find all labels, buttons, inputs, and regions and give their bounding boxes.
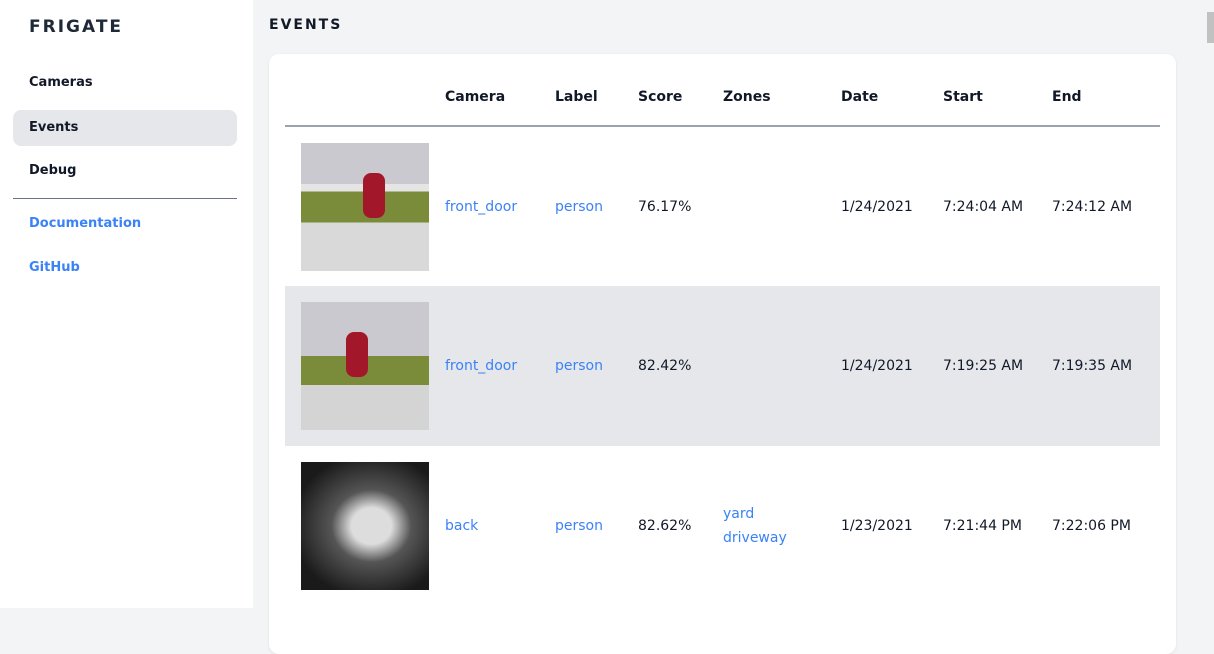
- sidebar-item-events[interactable]: Events: [13, 110, 237, 146]
- sidebar-divider: [13, 198, 237, 199]
- header-score: Score: [638, 54, 723, 127]
- label-link[interactable]: person: [555, 518, 603, 534]
- score: 82.62%: [638, 518, 692, 534]
- sidebar-item-cameras[interactable]: Cameras: [29, 75, 93, 90]
- table-row[interactable]: front_door person 82.42% 1/24/2021 7:19:…: [285, 286, 1160, 446]
- events-table: Camera Label Score Zones Date Start End …: [285, 54, 1160, 606]
- header-thumbnail: [285, 54, 445, 127]
- zones: yard driveway: [723, 446, 841, 606]
- camera-link[interactable]: front_door: [445, 198, 518, 215]
- table-header: Camera Label Score Zones Date Start End: [285, 54, 1160, 127]
- event-thumbnail[interactable]: [301, 142, 429, 271]
- date: 1/24/2021: [841, 198, 913, 215]
- start-time: 7:24:04 AM: [943, 198, 1024, 215]
- table-row[interactable]: front_door person 76.17% 1/24/2021 7:24:…: [285, 126, 1160, 286]
- start-time: 7:19:25 AM: [943, 286, 1052, 446]
- camera-link[interactable]: back: [445, 518, 479, 534]
- scrollbar-thumb[interactable]: [1207, 12, 1214, 43]
- end-time: 7:22:06 PM: [1052, 518, 1131, 534]
- zone-link[interactable]: yard: [723, 506, 755, 522]
- label-link[interactable]: person: [555, 198, 603, 215]
- table-row[interactable]: back person 82.62% yard driveway 1/23/20…: [285, 446, 1160, 606]
- label-link[interactable]: person: [555, 358, 603, 374]
- link-documentation[interactable]: Documentation: [29, 216, 142, 231]
- date: 1/23/2021: [841, 518, 913, 534]
- header-zones: Zones: [723, 54, 841, 127]
- start-time: 7:21:44 PM: [943, 518, 1022, 534]
- zone-link[interactable]: driveway: [723, 530, 787, 546]
- end-time: 7:19:35 AM: [1052, 286, 1160, 446]
- end-time: 7:24:12 AM: [1052, 198, 1133, 215]
- zones: [723, 286, 841, 446]
- scrollbar[interactable]: [1200, 0, 1214, 608]
- header-date: Date: [841, 54, 943, 127]
- link-github[interactable]: GitHub: [29, 260, 80, 275]
- brand-logo: FRIGATE: [29, 17, 124, 37]
- date: 1/24/2021: [841, 286, 943, 446]
- header-label: Label: [555, 54, 638, 127]
- page-title: EVENTS: [269, 17, 343, 33]
- score: 76.17%: [638, 198, 692, 215]
- camera-link[interactable]: front_door: [445, 358, 518, 374]
- header-end: End: [1052, 54, 1160, 127]
- zones: [723, 126, 841, 286]
- header-start: Start: [943, 54, 1052, 127]
- score: 82.42%: [638, 286, 723, 446]
- sidebar-item-debug[interactable]: Debug: [29, 163, 77, 178]
- event-thumbnail[interactable]: [301, 302, 429, 430]
- events-card: Camera Label Score Zones Date Start End …: [269, 54, 1176, 654]
- header-camera: Camera: [445, 54, 555, 127]
- sidebar: FRIGATE Cameras Events Debug Documentati…: [0, 0, 253, 608]
- event-thumbnail[interactable]: [301, 462, 429, 590]
